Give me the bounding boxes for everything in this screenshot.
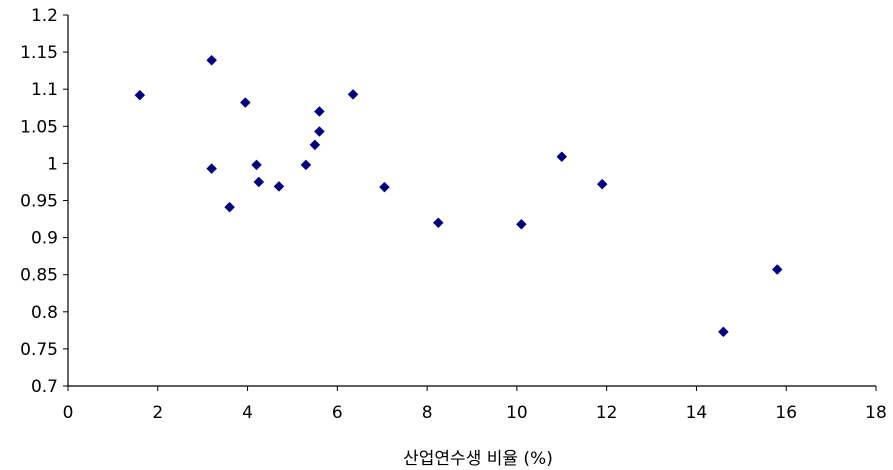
x-axis: 0 2 4 6 8 10 12 14 16 18 xyxy=(63,385,887,423)
data-point xyxy=(347,89,359,100)
y-tick-label: 0.85 xyxy=(20,266,58,286)
data-points xyxy=(134,54,783,338)
data-point xyxy=(309,139,321,151)
x-tick-label: 2 xyxy=(152,403,163,423)
y-tick-label: 0.95 xyxy=(20,192,58,212)
x-tick-label: 12 xyxy=(596,403,618,423)
data-point xyxy=(134,89,146,101)
data-point xyxy=(379,181,390,193)
data-point xyxy=(556,151,568,163)
x-tick-label: 6 xyxy=(332,403,343,423)
y-tick-label: 0.75 xyxy=(20,340,58,360)
y-tick-label: 1 xyxy=(47,154,58,174)
data-point xyxy=(771,264,783,275)
x-tick-label: 16 xyxy=(775,403,797,423)
data-point xyxy=(251,159,262,171)
y-axis: 0.7 0.75 0.8 0.85 0.9 0.95 1 1.05 1.1 1.15 1.2 xyxy=(20,6,69,397)
y-tick-label: 0.9 xyxy=(31,229,58,249)
x-tick-label: 14 xyxy=(686,403,708,423)
data-point xyxy=(314,126,325,137)
data-point xyxy=(300,159,312,171)
data-point xyxy=(224,201,235,213)
x-tick-label: 0 xyxy=(63,403,74,423)
y-tick-label: 1.2 xyxy=(31,6,58,26)
y-tick-label: 1.15 xyxy=(20,43,58,63)
data-point xyxy=(273,181,285,192)
y-tick-label: 0.7 xyxy=(31,377,58,397)
data-point xyxy=(432,217,444,229)
x-tick-label: 18 xyxy=(865,403,887,423)
x-tick-label: 4 xyxy=(242,403,253,423)
data-point xyxy=(596,178,608,190)
data-point xyxy=(314,106,325,117)
y-tick-label: 1.05 xyxy=(20,117,58,137)
y-tick-label: 0.8 xyxy=(31,303,58,323)
x-axis-title: 산업연수생 비율 (%) xyxy=(403,449,553,469)
data-point xyxy=(253,176,265,188)
x-tick-label: 8 xyxy=(422,403,433,423)
y-tick-label: 1.1 xyxy=(31,80,58,100)
data-point xyxy=(206,54,217,66)
data-point xyxy=(516,218,527,230)
data-point xyxy=(206,163,217,174)
x-tick-label: 10 xyxy=(506,403,528,423)
data-point xyxy=(239,97,251,108)
data-point xyxy=(718,326,729,338)
